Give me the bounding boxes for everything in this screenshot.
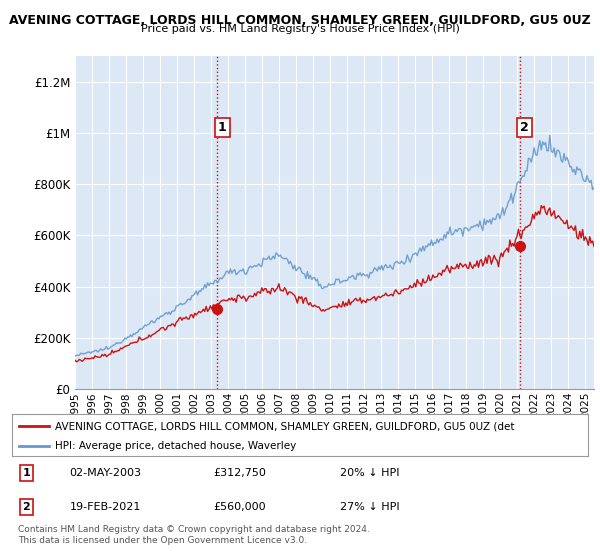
Text: 2: 2 bbox=[520, 122, 529, 134]
Text: 02-MAY-2003: 02-MAY-2003 bbox=[70, 468, 142, 478]
Text: AVENING COTTAGE, LORDS HILL COMMON, SHAMLEY GREEN, GUILDFORD, GU5 0UZ (det: AVENING COTTAGE, LORDS HILL COMMON, SHAM… bbox=[55, 421, 515, 431]
Text: 20% ↓ HPI: 20% ↓ HPI bbox=[340, 468, 400, 478]
Text: AVENING COTTAGE, LORDS HILL COMMON, SHAMLEY GREEN, GUILDFORD, GU5 0UZ: AVENING COTTAGE, LORDS HILL COMMON, SHAM… bbox=[9, 14, 591, 27]
Text: Contains HM Land Registry data © Crown copyright and database right 2024.
This d: Contains HM Land Registry data © Crown c… bbox=[18, 525, 370, 545]
Text: HPI: Average price, detached house, Waverley: HPI: Average price, detached house, Wave… bbox=[55, 441, 296, 451]
Text: 2: 2 bbox=[23, 502, 30, 512]
Text: 27% ↓ HPI: 27% ↓ HPI bbox=[340, 502, 400, 512]
Text: Price paid vs. HM Land Registry's House Price Index (HPI): Price paid vs. HM Land Registry's House … bbox=[140, 24, 460, 34]
Text: 19-FEB-2021: 19-FEB-2021 bbox=[70, 502, 141, 512]
Text: 1: 1 bbox=[23, 468, 30, 478]
Text: 1: 1 bbox=[218, 122, 226, 134]
Text: £560,000: £560,000 bbox=[214, 502, 266, 512]
Text: £312,750: £312,750 bbox=[214, 468, 266, 478]
